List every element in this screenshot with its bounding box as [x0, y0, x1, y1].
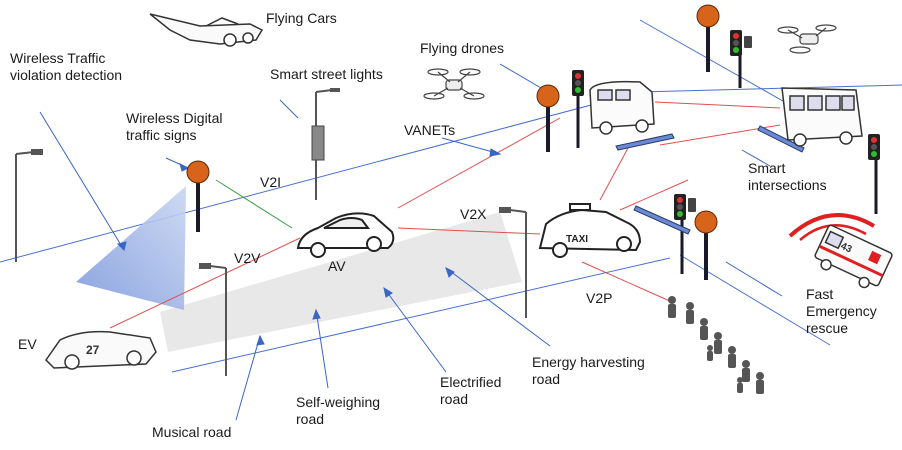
ev-race-car-icon	[45, 330, 157, 370]
ev-car-number: 27	[86, 343, 100, 357]
road-edge-back-top	[639, 19, 791, 106]
label-wireless-traffic-violation: Wireless Traffic violation detection	[10, 50, 123, 83]
v2x-links	[109, 101, 781, 329]
label-self-weighing: Self-weighing road	[296, 394, 381, 427]
smart-street-light-icon	[311, 88, 340, 200]
taxi-icon	[538, 203, 642, 258]
label-v2x: V2X	[460, 206, 487, 222]
traffic-sign-top	[696, 4, 720, 72]
v2i-link	[215, 179, 293, 229]
pointer-lines	[39, 63, 783, 421]
street-light-musical	[199, 263, 227, 376]
label-ev: EV	[18, 336, 37, 352]
label-flying-drones: Flying drones	[420, 40, 505, 56]
bus-icon	[781, 87, 863, 147]
label-musical-road: Musical road	[152, 424, 232, 440]
street-light-center	[499, 207, 527, 318]
label-vanets: VANETs	[404, 122, 456, 138]
label-flying-cars: Flying Cars	[266, 10, 337, 26]
label-av: AV	[328, 258, 346, 274]
label-smart-street-lights: Smart street lights	[270, 66, 383, 82]
road-edge-left	[0, 91, 641, 263]
label-wireless-digital-signs: Wireless Digital traffic signs	[126, 110, 223, 143]
ambulance-icon	[788, 213, 893, 289]
label-energy-harvesting: Energy harvesting road	[532, 354, 645, 387]
ambulance-number: 43	[839, 241, 854, 256]
traffic-light-van	[572, 70, 584, 148]
taxi-sign-text: TAXI	[566, 234, 588, 245]
street-light-left	[15, 149, 43, 262]
road-edge-back	[639, 84, 902, 93]
road-surface	[160, 212, 522, 352]
pedestrians-icon	[668, 296, 764, 394]
flying-car-icon	[149, 13, 264, 47]
intersection-sensor-bars	[615, 125, 805, 235]
digital-traffic-sign-icon	[186, 160, 210, 232]
label-fast-emergency: Fast Emergency rescue	[806, 286, 877, 336]
drone-icon	[423, 68, 485, 100]
traffic-light-right	[868, 134, 880, 214]
traffic-light-top	[730, 30, 752, 88]
label-v2p: V2P	[586, 290, 613, 306]
violation-detection-beam	[76, 186, 186, 310]
traffic-light-intersection	[674, 194, 696, 274]
drone-icon-right	[777, 24, 837, 54]
label-smart-intersections: Smart intersections	[748, 160, 827, 193]
van-icon	[589, 80, 655, 135]
traffic-sign-intersection	[694, 210, 718, 280]
label-v2v: V2V	[234, 250, 261, 266]
label-v2i: V2I	[260, 174, 282, 190]
traffic-sign-van	[536, 84, 560, 152]
label-electrified-road: Electrified road	[440, 374, 502, 407]
autonomous-vehicle-icon	[296, 212, 395, 258]
